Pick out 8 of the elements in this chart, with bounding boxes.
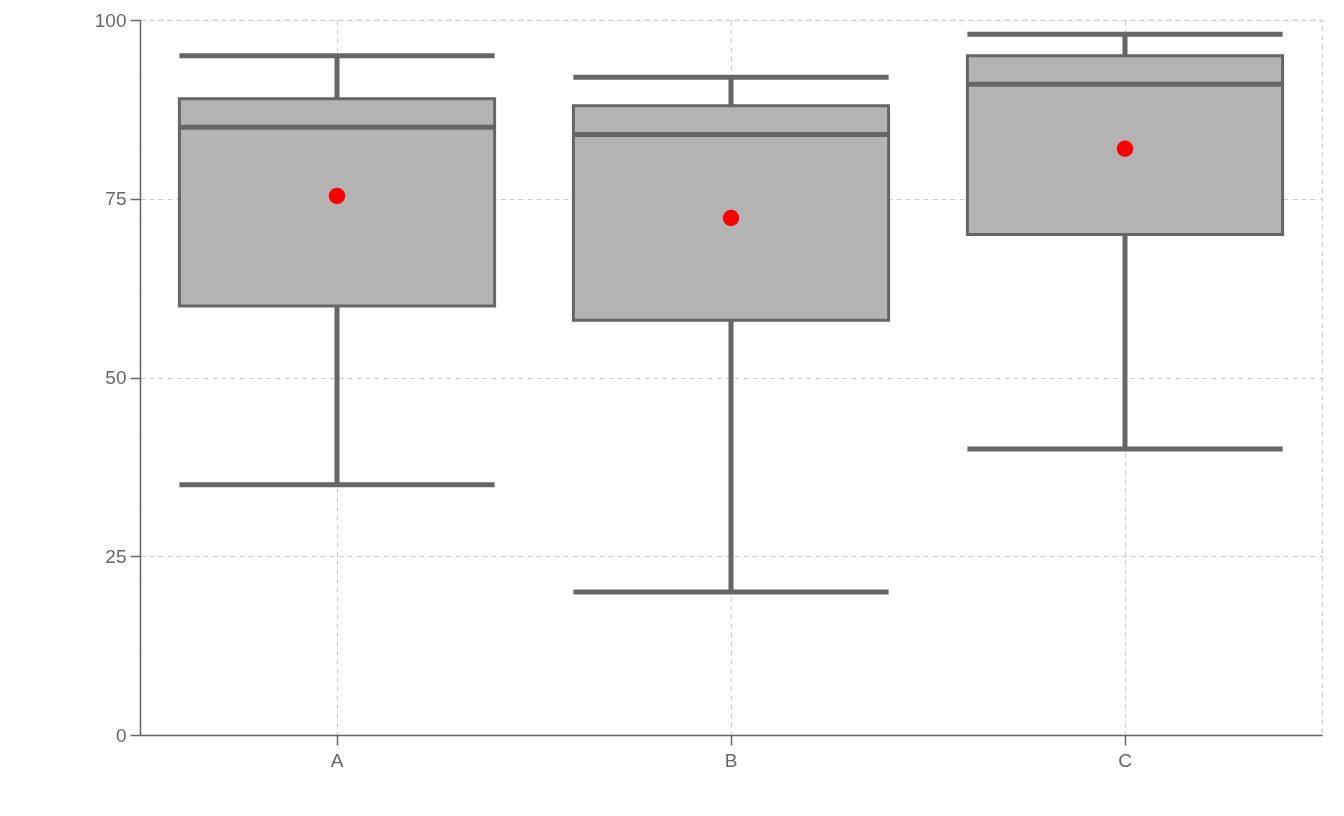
x-tick-label: B [724,749,738,771]
y-tick-label: 100 [94,9,127,31]
y-tick-label: 0 [115,724,127,746]
y-tick-label: 75 [105,188,127,210]
x-tick-label: A [330,749,344,771]
y-tick-label: 50 [105,367,127,388]
x-tick-label: C [1118,749,1132,771]
y-tick-label: 25 [105,545,127,567]
